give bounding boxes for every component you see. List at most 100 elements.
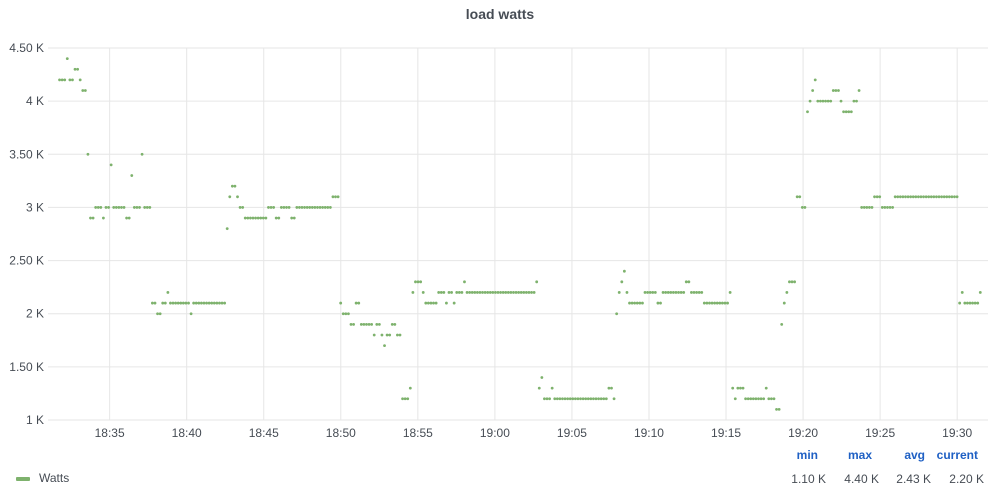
data-point (607, 386, 611, 390)
data-point (109, 163, 113, 167)
y-tick-label: 2 K (26, 307, 44, 321)
data-point (625, 291, 629, 294)
data-point (641, 301, 644, 305)
data-point (463, 280, 466, 284)
y-tick-label: 1.50 K (9, 360, 44, 374)
data-point (617, 291, 621, 294)
data-point (919, 195, 923, 199)
grid-lines (48, 47, 988, 421)
data-point (267, 206, 270, 209)
data-point (132, 206, 136, 209)
data-point (718, 301, 722, 305)
data-point (937, 195, 941, 199)
data-point (537, 386, 541, 390)
data-point (223, 301, 227, 305)
data-point (202, 301, 206, 305)
data-point (901, 195, 905, 199)
data-point (290, 216, 294, 220)
data-point (365, 322, 368, 326)
data-point (321, 206, 325, 209)
data-point (96, 206, 100, 209)
data-point (426, 301, 430, 305)
data-point (824, 99, 827, 103)
data-point (205, 301, 208, 305)
data-point (535, 280, 539, 284)
data-point (656, 301, 660, 305)
data-point (708, 301, 711, 305)
data-point (194, 301, 198, 305)
legend-value-max: 4.40 K (844, 472, 879, 486)
data-point (295, 206, 299, 209)
data-point (568, 397, 572, 401)
data-point (684, 280, 688, 284)
data-point (715, 301, 719, 305)
data-point (424, 301, 428, 305)
legend-series-name[interactable]: Watts (39, 471, 70, 485)
data-point (241, 206, 245, 209)
data-point (610, 386, 613, 390)
data-point (906, 195, 910, 199)
data-point (860, 206, 864, 209)
data-point (571, 397, 575, 401)
data-point (586, 397, 590, 401)
data-point (924, 195, 928, 199)
data-point (125, 216, 129, 220)
legend-swatch-watts[interactable] (16, 477, 30, 481)
data-point (504, 291, 508, 294)
data-point (60, 78, 64, 82)
data-point (432, 301, 435, 305)
data-point (561, 397, 564, 401)
data-point (808, 99, 812, 103)
data-point (127, 216, 131, 220)
legend-col-current[interactable]: current (936, 448, 978, 462)
data-point (566, 397, 570, 401)
data-point (442, 291, 446, 294)
data-point (143, 206, 147, 209)
legend-col-avg[interactable]: avg (904, 448, 925, 462)
data-point (777, 407, 781, 411)
data-point (63, 78, 67, 82)
data-point (648, 291, 652, 294)
data-point (697, 291, 701, 294)
data-point (751, 397, 755, 401)
data-point (187, 301, 190, 305)
data-point (336, 195, 340, 199)
data-point (277, 216, 281, 220)
data-point (251, 216, 255, 220)
legend-col-min[interactable]: min (796, 448, 818, 462)
data-point (179, 301, 183, 305)
data-point (408, 386, 412, 390)
data-point (592, 397, 595, 401)
data-point (313, 206, 317, 209)
data-point (687, 280, 691, 284)
data-point (282, 206, 286, 209)
data-point (958, 301, 962, 305)
data-point (323, 206, 327, 209)
data-point (519, 291, 523, 294)
data-point (228, 195, 232, 199)
data-point (775, 407, 778, 411)
data-point (922, 195, 925, 199)
data-point (156, 312, 159, 316)
data-point (612, 397, 616, 401)
data-point (292, 216, 296, 220)
data-point (184, 301, 188, 305)
data-point (517, 291, 521, 294)
data-point (522, 291, 526, 294)
data-point (847, 110, 851, 114)
data-point (813, 78, 817, 82)
data-point (460, 291, 464, 294)
data-point (76, 67, 80, 71)
data-point (148, 206, 152, 209)
data-point (731, 386, 735, 390)
data-point (274, 216, 278, 220)
data-point (434, 301, 438, 305)
data-point (695, 291, 698, 294)
data-point (741, 386, 745, 390)
data-point (527, 291, 531, 294)
data-point (341, 312, 345, 316)
data-point (269, 206, 273, 209)
legend-col-max[interactable]: max (847, 448, 872, 462)
data-point (512, 291, 515, 294)
